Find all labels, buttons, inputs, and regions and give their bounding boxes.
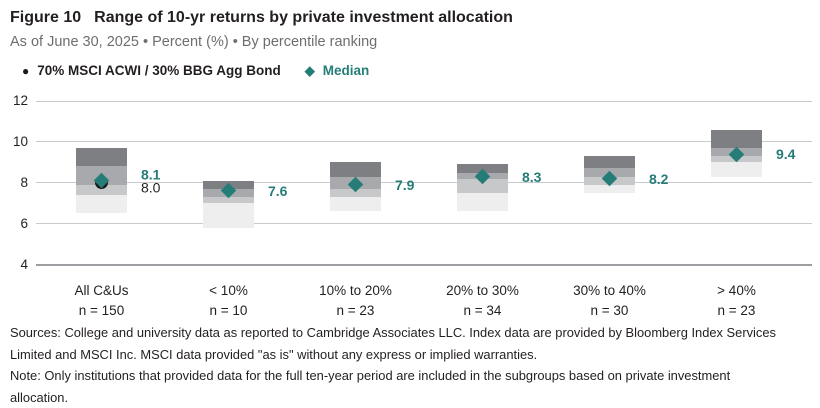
y-tick-label: 12	[12, 93, 28, 108]
x-category-label: 20% to 30% n = 34	[420, 281, 546, 320]
gridline	[36, 141, 812, 143]
value-label-group: 8.1 8.0	[141, 166, 161, 196]
percentile-band	[203, 197, 254, 204]
benchmark-circle-icon: ●	[22, 63, 30, 78]
category-sample-size: n = 23	[336, 302, 375, 318]
legend-item-median: ◆ Median	[305, 63, 370, 78]
footer-sources-line-2: Limited and MSCI Inc. MSCI data provided…	[10, 346, 538, 362]
y-tick-label: 4	[20, 256, 28, 272]
percentile-band	[711, 129, 762, 148]
footer-note-line-1: Note: Only institutions that provided da…	[10, 368, 731, 383]
y-tick-label: 8	[20, 174, 28, 190]
x-category-label: > 40% n = 23	[674, 281, 800, 320]
median-value-label: 7.9	[395, 176, 415, 193]
footer-note-line-2: allocation.	[10, 389, 69, 405]
median-value-label: 7.6	[268, 182, 288, 199]
category-name: 30% to 40%	[573, 283, 646, 298]
percentile-band	[330, 188, 381, 198]
footer-notes: Sources: College and university data as …	[10, 322, 815, 408]
legend-item-benchmark: ● 70% MSCI ACWI / 30% BBG Agg Bond	[22, 63, 281, 78]
percentile-band	[711, 162, 762, 177]
x-category-label: 10% to 20% n = 23	[293, 281, 419, 320]
figure-subtitle: As of June 30, 2025 • Percent (%) • By p…	[10, 34, 378, 50]
percentile-band	[330, 162, 381, 177]
footer-sources-line-1: Sources: College and university data as …	[10, 325, 776, 340]
median-value-label: 8.1	[141, 166, 161, 183]
percentile-band	[76, 184, 127, 195]
page-title: Figure 10 Range of 10-yr returns by priva…	[10, 9, 513, 27]
benchmark-value-label: 8.0	[141, 179, 161, 196]
category-name: > 40%	[717, 283, 756, 298]
percentile-band	[457, 178, 508, 193]
median-value-label: 8.3	[522, 168, 542, 185]
category-sample-size: n = 150	[78, 302, 125, 318]
category-name: < 10%	[209, 283, 248, 298]
category-name: 20% to 30%	[446, 283, 519, 298]
category-sample-size: n = 34	[463, 302, 502, 318]
category-sample-size: n = 30	[590, 302, 629, 318]
category-sample-size: n = 23	[717, 302, 756, 318]
figure-title-text: Range of 10-yr returns by private invest…	[94, 9, 513, 26]
percentile-band	[76, 148, 127, 167]
x-category-label: 30% to 40% n = 30	[547, 281, 673, 320]
percentile-band	[584, 184, 635, 193]
gridline	[36, 182, 812, 184]
median-value-label: 8.2	[649, 170, 669, 187]
category-name: All C&Us	[74, 283, 129, 298]
percentile-band	[76, 195, 127, 214]
x-category-label: All C&Us n = 150	[39, 281, 165, 320]
figure-label: Figure 10	[10, 9, 82, 26]
percentile-band	[330, 197, 381, 212]
legend-benchmark-label: 70% MSCI ACWI / 30% BBG Agg Bond	[37, 63, 281, 78]
percentile-band	[203, 203, 254, 228]
gridline	[36, 263, 812, 266]
median-diamond-icon: ◆	[304, 63, 315, 78]
chart-legend: ● 70% MSCI ACWI / 30% BBG Agg Bond ◆ Med…	[22, 63, 369, 78]
percentile-band	[584, 156, 635, 169]
y-tick-label: 6	[20, 215, 28, 231]
gridline	[36, 100, 812, 102]
legend-median-label: Median	[322, 63, 370, 78]
category-sample-size: n = 10	[209, 302, 248, 318]
y-tick-label: 10	[12, 133, 28, 149]
percentile-band	[457, 192, 508, 212]
category-name: 10% to 20%	[319, 283, 392, 298]
median-value-label: 9.4	[776, 146, 796, 163]
x-category-label: < 10% n = 10	[166, 281, 292, 320]
gridline	[36, 223, 812, 225]
percentile-band	[457, 164, 508, 173]
